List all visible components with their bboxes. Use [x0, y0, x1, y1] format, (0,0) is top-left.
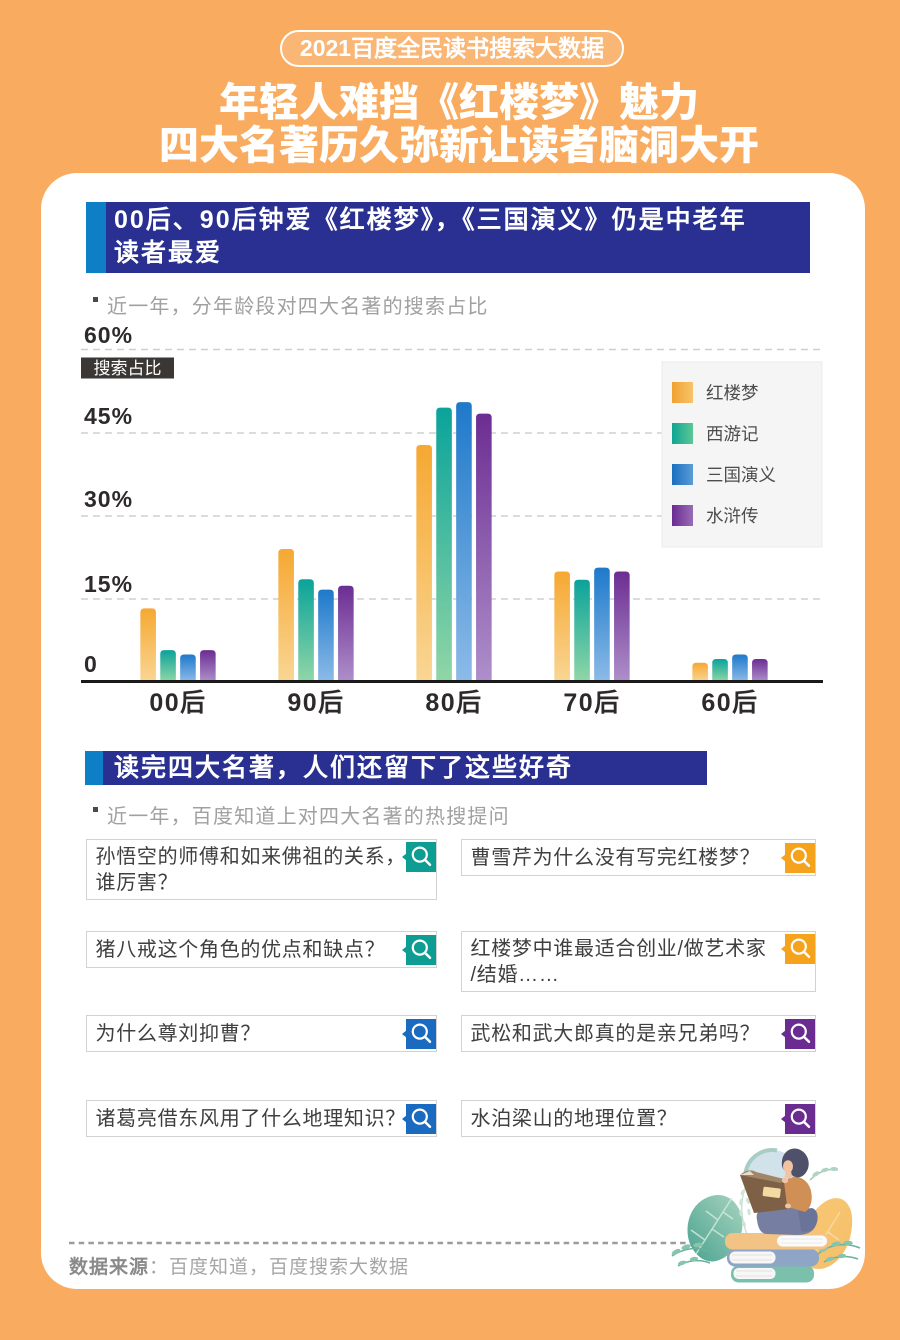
svg-text:水浒传: 水浒传 — [706, 506, 759, 526]
svg-text:西游记: 西游记 — [706, 424, 759, 444]
svg-text:60%: 60% — [84, 322, 133, 348]
svg-text:90后: 90后 — [287, 689, 344, 717]
svg-text:00后: 00后 — [149, 689, 206, 717]
svg-text:15%: 15% — [84, 571, 133, 597]
svg-text:搜索占比: 搜索占比 — [94, 359, 162, 378]
svg-text:三国演义: 三国演义 — [706, 465, 776, 485]
svg-text:70后: 70后 — [563, 689, 620, 717]
svg-text:45%: 45% — [84, 403, 133, 429]
svg-text:30%: 30% — [84, 486, 133, 512]
svg-text:红楼梦: 红楼梦 — [706, 383, 759, 403]
svg-text:0: 0 — [84, 651, 98, 677]
svg-text:80后: 80后 — [425, 689, 482, 717]
svg-text:60后: 60后 — [701, 689, 758, 717]
